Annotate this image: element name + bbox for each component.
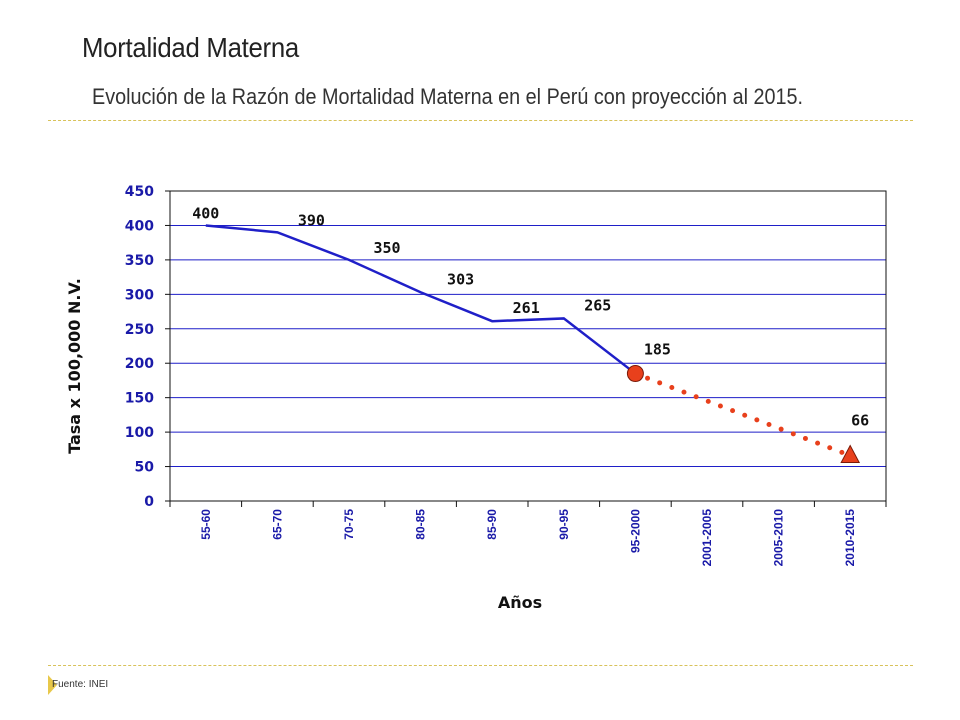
marker-triangle	[840, 444, 861, 464]
data-label: 66	[851, 412, 869, 430]
marker-circle	[626, 365, 644, 383]
y-tick-label: 400	[125, 218, 154, 234]
series-line-projection	[632, 371, 853, 459]
page-title: Mortalidad Materna	[82, 32, 299, 63]
y-tick-label: 250	[125, 322, 154, 338]
y-axis-title: Tasa x 100,000 N.V.	[65, 278, 84, 454]
x-tick-label: 65-70	[270, 509, 284, 540]
y-tick-label: 350	[125, 253, 154, 269]
source-marker-icon	[48, 675, 57, 695]
series-lines	[205, 224, 861, 464]
y-tick-label: 150	[125, 391, 154, 407]
y-tick-label: 200	[125, 356, 154, 372]
data-label: 303	[447, 270, 474, 288]
y-tick-label: 450	[125, 184, 154, 200]
data-label: 261	[513, 299, 540, 317]
y-tick-label: 300	[125, 287, 154, 303]
y-tick-label: 100	[125, 425, 154, 441]
source-note: Fuente: INEI	[52, 679, 109, 690]
x-axis-title: Años	[498, 593, 542, 612]
maternal-mortality-chart: 0 50 100 150 200 250 300 350 400 450 55-60 65-70 70…	[65, 184, 887, 612]
y-tick-label: 50	[135, 460, 155, 476]
top-separator	[48, 120, 913, 121]
data-label: 265	[584, 296, 611, 314]
data-label: 400	[192, 204, 219, 222]
data-labels: 400 390 350 303 261 265 185 66	[192, 204, 869, 429]
y-axis-ticks: 0 50 100 150 200 250 300 350 400 450	[125, 184, 170, 510]
x-tick-label: 2005-2010	[772, 509, 786, 567]
x-axis-ticks: 55-60 65-70 70-75 80-85 85-90 90-95 95-2000 200…	[169, 501, 887, 567]
data-label: 390	[298, 211, 325, 229]
page-subtitle: Evolución de la Razón de Mortalidad Mate…	[92, 84, 804, 109]
x-tick-label: 85-90	[485, 509, 499, 540]
x-tick-label: 95-2000	[628, 509, 642, 553]
series-line-actual	[205, 224, 637, 375]
x-tick-label: 2001-2005	[700, 509, 714, 567]
y-tick-label: 0	[144, 494, 154, 510]
x-tick-label: 55-60	[199, 509, 213, 540]
plot-area-frame	[169, 190, 887, 502]
x-tick-label: 2010-2015	[843, 509, 857, 567]
data-label: 350	[373, 239, 400, 257]
x-tick-label: 80-85	[414, 509, 428, 540]
bottom-separator	[48, 665, 913, 666]
data-label: 185	[644, 341, 671, 359]
gridlines	[170, 224, 886, 468]
x-tick-label: 90-95	[557, 509, 571, 540]
x-tick-label: 70-75	[342, 509, 356, 540]
